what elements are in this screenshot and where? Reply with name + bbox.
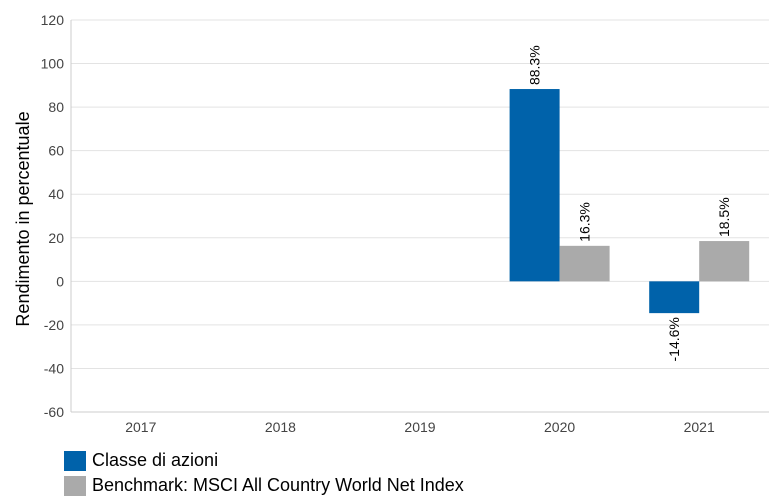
y-tick-label: 20 bbox=[48, 230, 64, 246]
bars bbox=[509, 89, 750, 314]
data-label: 88.3% bbox=[527, 45, 543, 85]
y-tick-label: 80 bbox=[48, 99, 64, 115]
y-axis-title: Rendimento in percentuale bbox=[13, 111, 33, 326]
x-tick-label: 2017 bbox=[125, 419, 156, 435]
y-tick-label: 60 bbox=[48, 143, 64, 159]
bar-benchmark-2021 bbox=[699, 241, 750, 282]
bar-classe-2020 bbox=[509, 89, 560, 282]
legend-swatch-benchmark bbox=[64, 475, 86, 496]
x-tick-label: 2019 bbox=[404, 419, 435, 435]
legend-item-classe: Classe di azioni bbox=[64, 448, 464, 473]
legend: Classe di azioni Benchmark: MSCI All Cou… bbox=[64, 448, 464, 498]
y-tick-label: -60 bbox=[44, 404, 64, 420]
x-tick-label: 2020 bbox=[544, 419, 575, 435]
bar-classe-2021 bbox=[649, 281, 700, 314]
legend-item-benchmark: Benchmark: MSCI All Country World Net In… bbox=[64, 473, 464, 498]
data-labels: 88.3% -14.6% 16.3% 18.5% bbox=[527, 45, 733, 361]
x-tick-label: 2018 bbox=[265, 419, 296, 435]
y-tick-label: -40 bbox=[44, 360, 64, 376]
y-tick-labels: 120 100 80 60 40 20 0 -20 -40 -60 bbox=[41, 12, 65, 420]
legend-label-benchmark: Benchmark: MSCI All Country World Net In… bbox=[92, 475, 464, 495]
data-label: 16.3% bbox=[577, 202, 593, 242]
y-tick-label: 40 bbox=[48, 186, 64, 202]
grid-lines bbox=[71, 19, 769, 413]
y-tick-label: 0 bbox=[56, 273, 64, 289]
x-tick-labels: 2017 2018 2019 2020 2021 bbox=[125, 419, 715, 435]
data-label: -14.6% bbox=[666, 317, 682, 361]
y-tick-label: 120 bbox=[41, 12, 65, 28]
y-tick-label: 100 bbox=[41, 56, 65, 72]
x-tick-label: 2021 bbox=[684, 419, 715, 435]
data-label: 18.5% bbox=[716, 197, 732, 237]
axes bbox=[70, 20, 769, 413]
y-tick-label: -20 bbox=[44, 317, 64, 333]
bar-benchmark-2020 bbox=[559, 245, 610, 282]
legend-swatch-classe bbox=[64, 450, 86, 471]
legend-label-classe: Classe di azioni bbox=[92, 450, 219, 470]
